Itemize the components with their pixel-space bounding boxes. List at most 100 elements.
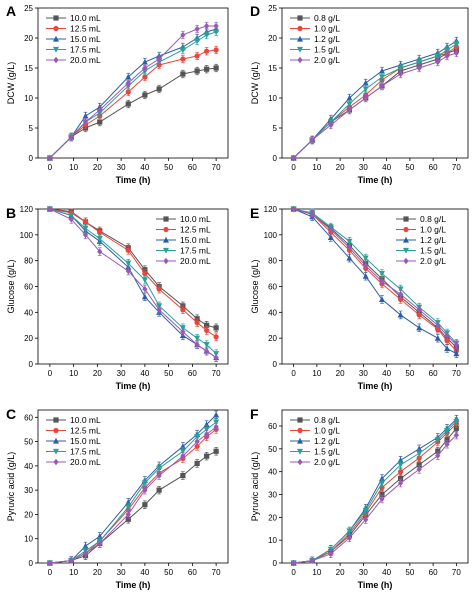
- legend-label: 17.5 mL: [70, 45, 101, 55]
- legend-label: 1.2 g/L: [420, 235, 446, 245]
- x-tick-label: 70: [212, 163, 221, 172]
- y-tick-label: 50: [24, 438, 33, 447]
- data-point: [47, 205, 53, 213]
- x-axis-label: Time (h): [358, 580, 393, 590]
- legend-label: 15.0 mL: [70, 436, 101, 446]
- data-point: [435, 58, 441, 66]
- x-tick-label: 50: [405, 568, 414, 577]
- data-point: [379, 485, 385, 491]
- data-point: [416, 462, 422, 468]
- x-tick-label: 40: [140, 568, 149, 577]
- data-point: [363, 262, 369, 270]
- data-point: [179, 448, 186, 455]
- x-tick-label: 30: [117, 369, 126, 378]
- chart-panel-A: A 0 10 20 30 40 50 60 70 0 5 10 15 20 25 Time (h) DCW (g…: [6, 3, 229, 185]
- x-tick-label: 10: [69, 369, 78, 378]
- legend-marker: [297, 448, 303, 455]
- data-point: [180, 71, 186, 77]
- y-tick-label: 80: [268, 257, 277, 266]
- data-point: [346, 238, 353, 245]
- y-tick-label: 20: [268, 334, 277, 343]
- x-tick-label: 20: [336, 163, 345, 172]
- y-tick-label: 60: [24, 413, 33, 422]
- data-point: [434, 437, 441, 443]
- data-point: [453, 41, 460, 48]
- data-point: [213, 22, 219, 30]
- data-point: [82, 118, 89, 126]
- x-tick-label: 50: [164, 568, 173, 577]
- data-point: [416, 466, 422, 473]
- legend-label: 1.2 g/L: [314, 436, 340, 446]
- data-point: [309, 210, 315, 218]
- panel-label: E: [250, 205, 259, 221]
- data-point: [142, 270, 148, 277]
- x-axis-label: Time (h): [116, 580, 151, 590]
- legend-marker: [297, 56, 303, 64]
- data-point: [194, 320, 200, 326]
- y-tick-label: 120: [264, 205, 278, 214]
- panel-label: C: [6, 406, 16, 422]
- data-point: [156, 472, 162, 479]
- data-point: [125, 260, 132, 267]
- data-point: [397, 462, 404, 469]
- series-20-0-mL: [47, 422, 219, 567]
- y-tick-label: 0: [273, 154, 278, 163]
- data-point: [327, 234, 334, 241]
- data-point: [362, 507, 369, 514]
- y-tick-label: 10: [24, 94, 33, 103]
- legend-marker: [163, 236, 169, 243]
- legend-label: 0.8 g/L: [420, 214, 446, 224]
- data-point: [194, 335, 201, 342]
- x-tick-label: 0: [48, 369, 53, 378]
- data-point: [213, 419, 220, 426]
- data-point: [362, 255, 369, 262]
- y-tick-label: 10: [268, 536, 277, 545]
- data-point: [328, 226, 334, 233]
- legend-marker: [403, 247, 409, 254]
- y-tick-label: 20: [24, 34, 33, 43]
- data-point: [444, 441, 450, 448]
- y-tick-label: 15: [24, 64, 33, 73]
- data-point: [309, 136, 315, 144]
- legend-label: 1.0 g/L: [314, 426, 340, 436]
- data-point: [378, 74, 385, 81]
- legend-marker: [163, 247, 169, 254]
- x-tick-label: 50: [405, 163, 414, 172]
- data-point: [328, 550, 334, 558]
- data-point: [397, 70, 404, 78]
- x-tick-label: 30: [359, 568, 368, 577]
- data-point: [416, 455, 422, 461]
- y-tick-label: 10: [24, 535, 33, 544]
- data-point: [125, 89, 131, 95]
- panel-label: A: [6, 3, 16, 19]
- data-point: [309, 557, 315, 564]
- y-tick-label: 50: [268, 445, 277, 454]
- data-point: [379, 278, 385, 285]
- legend-label: 15.0 mL: [180, 235, 211, 245]
- data-point: [180, 31, 186, 39]
- data-point: [156, 465, 163, 472]
- data-point: [378, 475, 385, 482]
- data-point: [82, 112, 89, 119]
- data-point: [194, 434, 201, 440]
- y-tick-label: 20: [268, 513, 277, 522]
- y-tick-label: 40: [268, 308, 277, 317]
- data-point: [194, 68, 200, 74]
- legend-marker: [403, 257, 409, 265]
- y-axis-label: Pyruvic acid (g/L): [250, 452, 260, 522]
- legend-marker: [403, 216, 409, 222]
- legend-marker: [297, 46, 303, 53]
- data-point: [204, 453, 210, 459]
- data-point: [82, 219, 89, 225]
- x-axis-label: Time (h): [116, 381, 151, 391]
- data-point: [180, 56, 186, 62]
- panel-label: B: [6, 205, 16, 221]
- y-axis-label: Glucose (g/L): [250, 259, 260, 313]
- chart-panel-F: F 0 10 20 30 40 50 60 70 0 10 20 30 40 50 60 Time (h) Pyr…: [250, 406, 469, 590]
- data-point: [125, 73, 132, 80]
- data-point: [97, 106, 103, 114]
- x-tick-label: 10: [69, 163, 78, 172]
- data-point: [141, 277, 148, 284]
- panel-label: D: [250, 3, 260, 19]
